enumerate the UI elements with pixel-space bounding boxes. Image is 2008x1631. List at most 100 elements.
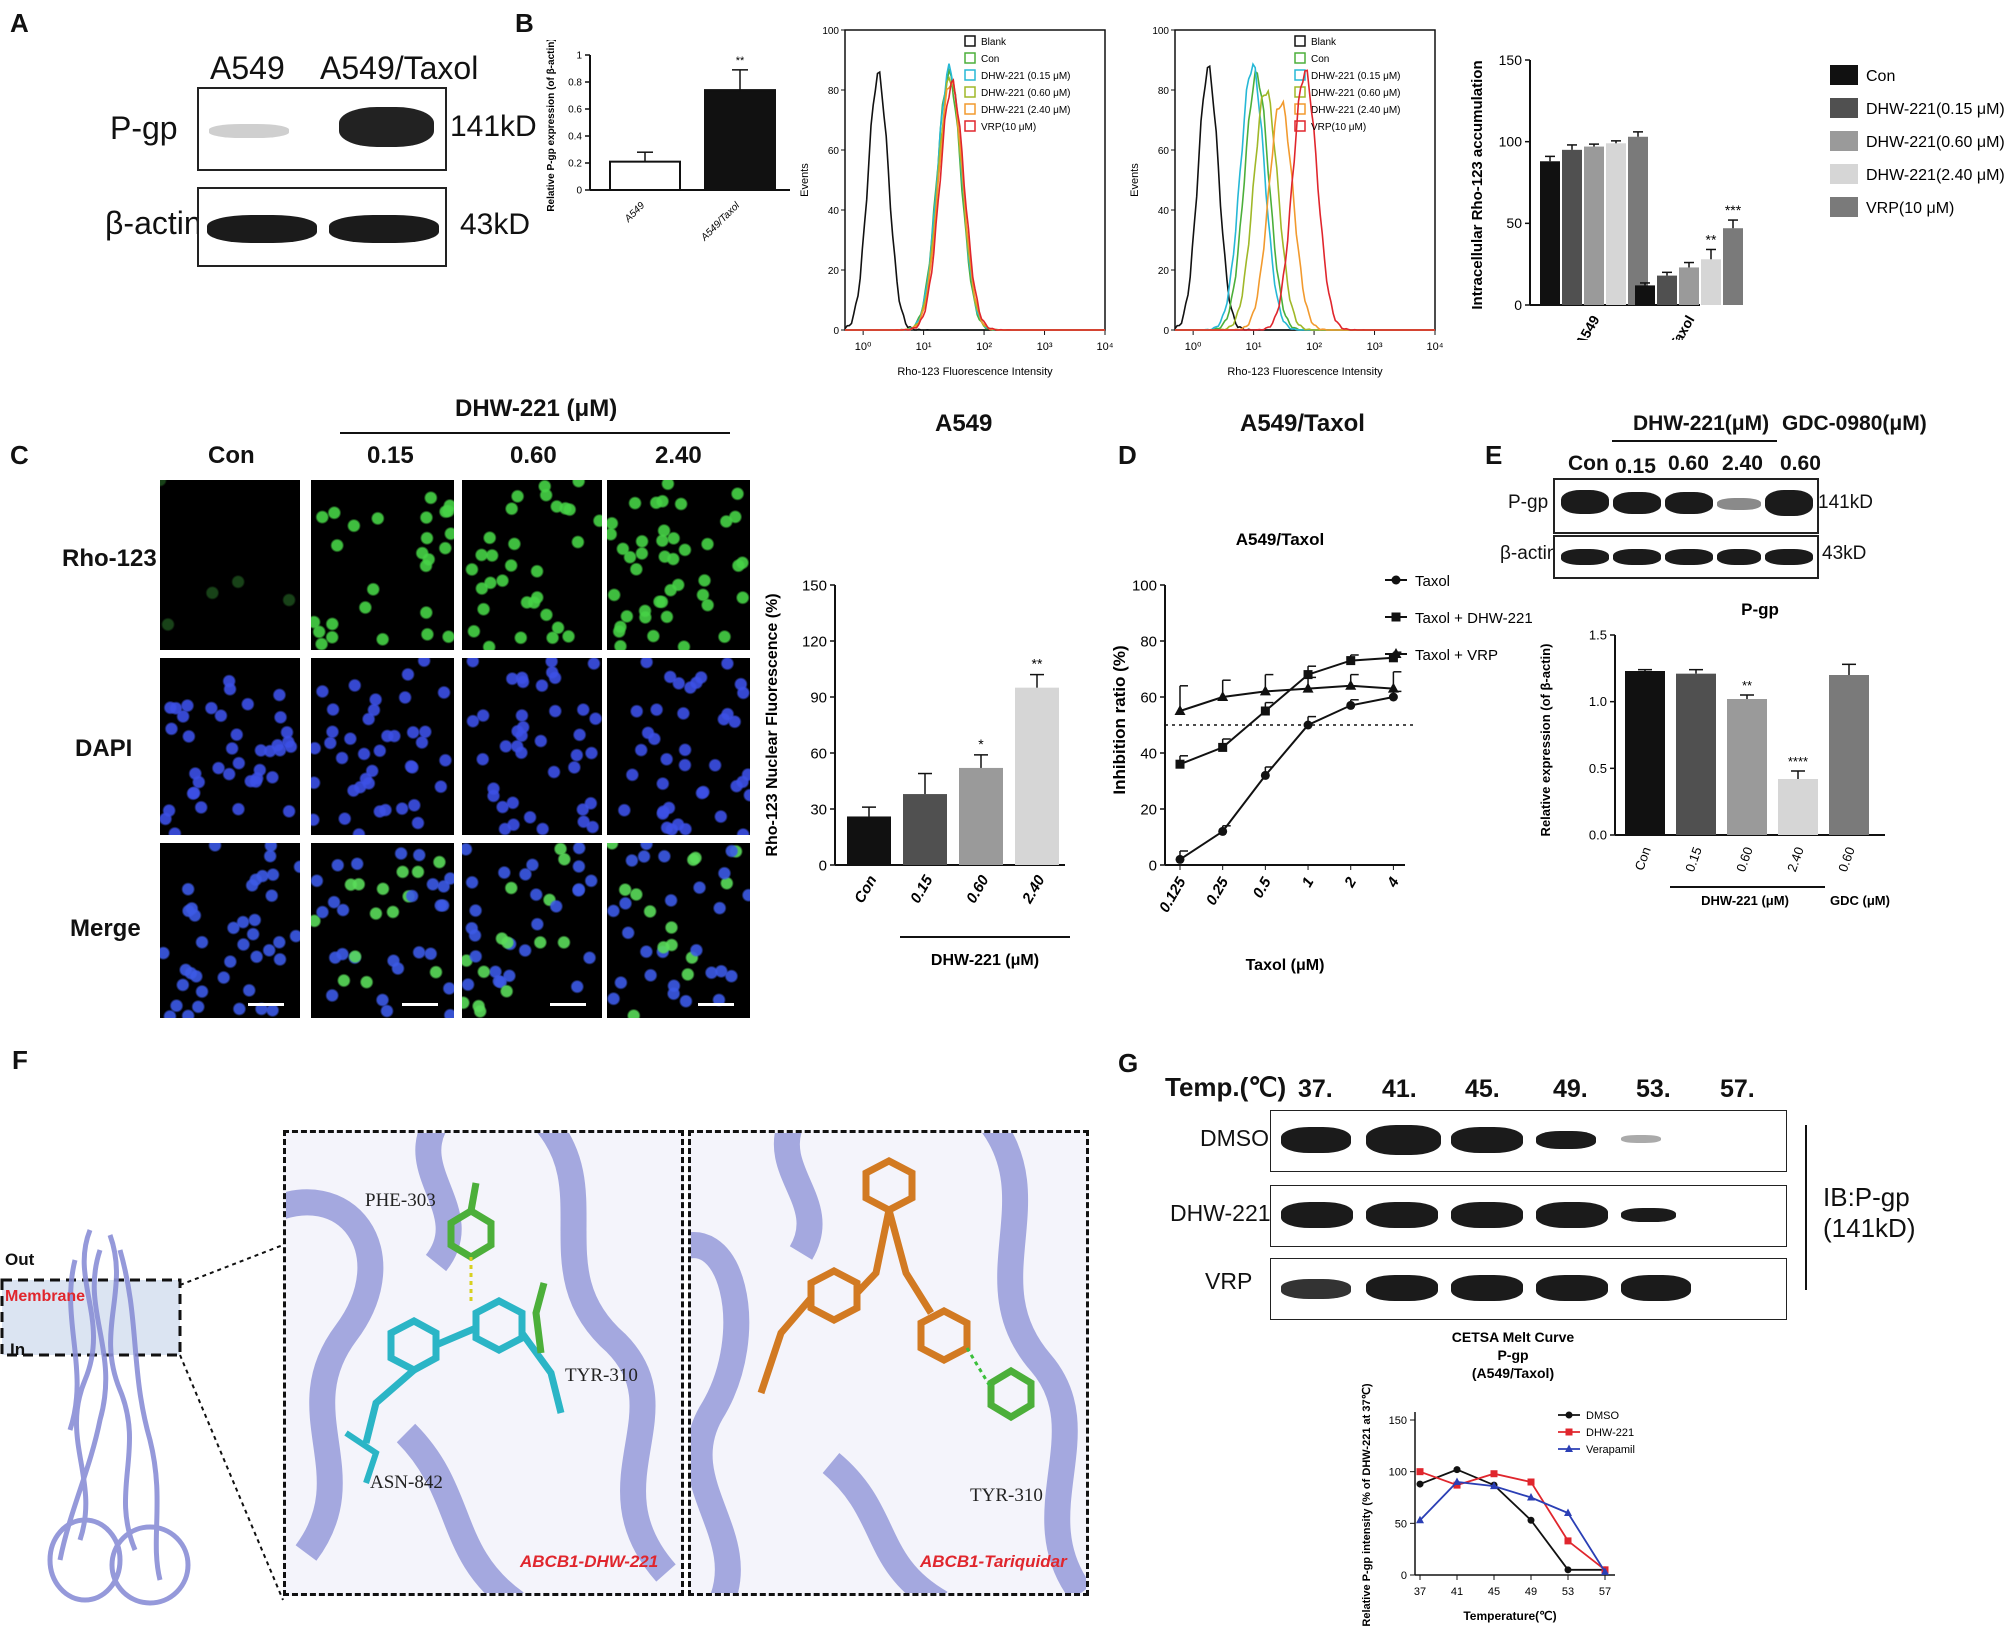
cetsa-blot-dhw221 xyxy=(1270,1185,1787,1247)
legend-label: VRP(10 μM) xyxy=(981,122,1036,133)
group-label: GDC (μM) xyxy=(1830,893,1890,908)
data-point xyxy=(1259,685,1271,696)
band xyxy=(1613,549,1661,565)
micrograph-merge-3 xyxy=(607,843,750,1018)
y-tick-label: 0 xyxy=(819,857,827,874)
y-tick-label: 0.6 xyxy=(568,105,582,116)
ib-bracket xyxy=(1805,1125,1807,1290)
significance-mark: **** xyxy=(1788,754,1808,769)
panel-letter-e: E xyxy=(1485,440,1503,470)
significance-mark: ** xyxy=(736,55,745,67)
bar xyxy=(1625,671,1665,835)
legend-swatch xyxy=(1294,52,1306,64)
chart-c: 0 30 60 90 120 150 Rho-123 Nuclear Fluorescenc… xyxy=(764,577,1070,969)
legend-label: DHW-221 (2.40 μM) xyxy=(981,105,1071,116)
x-tick-label: 0.15 xyxy=(907,872,937,906)
g-row-dmso: DMSO xyxy=(1200,1125,1269,1151)
y-axis-label: Relative P-gp intensity (% of DHW-221 at… xyxy=(1361,1383,1373,1627)
residue-asn842: ASN-842 xyxy=(370,1472,443,1493)
bar xyxy=(1679,267,1699,305)
band xyxy=(1765,490,1813,516)
y-tick-label: 0.5 xyxy=(1589,761,1607,776)
chart-subtitle: P-gp xyxy=(1497,1347,1528,1363)
panel-letter-d: D xyxy=(1118,440,1137,470)
data-point xyxy=(1527,1493,1535,1501)
legend-label: Con xyxy=(1866,68,1895,85)
significance-mark: ** xyxy=(1742,678,1752,693)
bar xyxy=(1727,699,1767,835)
legend-swatch xyxy=(964,86,976,98)
legend-label: Taxol + DHW-221 xyxy=(1415,610,1533,627)
band xyxy=(1717,498,1761,510)
data-point xyxy=(1416,1515,1424,1524)
band xyxy=(1621,1275,1691,1301)
e-lane-con: Con xyxy=(1568,452,1609,475)
bar xyxy=(1584,146,1604,305)
kd-label-141: 141kD xyxy=(450,110,537,143)
x-tick-label: 10⁰ xyxy=(855,341,872,353)
legend-swatch xyxy=(1830,98,1858,118)
legend-swatch xyxy=(1294,86,1306,98)
band xyxy=(1536,1131,1596,1149)
data-point xyxy=(1218,742,1228,752)
y-tick-label: 0 xyxy=(1163,326,1169,337)
data-point xyxy=(1218,826,1228,836)
y-axis-label: Relative expression (of β-actin) xyxy=(1538,644,1553,837)
y-tick-label: 80 xyxy=(1158,86,1170,97)
x-tick-label: 0.15 xyxy=(1682,845,1705,874)
bar xyxy=(1628,136,1648,305)
band xyxy=(1451,1202,1523,1228)
row-label-pgp: P-gp xyxy=(110,110,178,146)
y-axis-label: Events xyxy=(799,163,811,197)
histogram-series xyxy=(845,78,1105,331)
y-tick-label: 40 xyxy=(1140,745,1157,762)
docking-tariquidar-svg xyxy=(691,1133,1086,1593)
kd-label-43: 43kD xyxy=(460,208,531,241)
bar xyxy=(1015,687,1059,865)
panel-letter-a: A xyxy=(10,8,29,38)
temp-41: 41. xyxy=(1382,1075,1417,1103)
docking-panel-tariquidar xyxy=(688,1130,1089,1596)
data-point xyxy=(1346,700,1356,710)
y-tick-label: 0.8 xyxy=(568,78,582,89)
panel-letter-f: F xyxy=(12,1045,28,1075)
x-tick-label: 10¹ xyxy=(1246,341,1262,353)
legend-marker xyxy=(1390,648,1402,658)
group-label: DHW-221 (μM) xyxy=(1701,893,1789,908)
chart-e: P-gp 0.0 0.5 1.0 1.5 Relative expression (of … xyxy=(1538,600,1890,908)
legend-swatch xyxy=(1830,65,1858,85)
y-tick-label: 0 xyxy=(1514,297,1522,313)
y-tick-label: 50 xyxy=(1395,1518,1407,1530)
x-axis-label: Rho-123 Fluorescence Intensity xyxy=(1227,366,1383,378)
data-point xyxy=(1490,1481,1498,1490)
bar xyxy=(903,794,947,865)
blot-pgp-e xyxy=(1553,478,1819,534)
hist-title-a549-taxol: A549/Taxol xyxy=(1240,410,1365,437)
data-point xyxy=(1416,1468,1424,1476)
panel-letter-g: G xyxy=(1118,1048,1139,1078)
band xyxy=(329,215,439,243)
legend-label: DHW-221 (0.15 μM) xyxy=(1311,71,1401,82)
row-label-merge: Merge xyxy=(70,915,141,942)
band xyxy=(1665,492,1713,514)
chart-b4: 0 50 100 150 Intracellular Rho-123 accumulat… xyxy=(1469,52,2005,340)
band xyxy=(1451,1275,1523,1301)
x-tick-label: 2 xyxy=(1341,874,1361,891)
data-point xyxy=(1564,1537,1572,1545)
x-axis-label: Rho-123 Fluorescence Intensity xyxy=(897,366,1053,378)
x-axis-label: Temperature(℃) xyxy=(1463,1609,1556,1623)
e-lane-gdc: 0.60 xyxy=(1780,452,1821,475)
band xyxy=(1536,1202,1608,1228)
y-tick-label: 20 xyxy=(828,266,840,277)
series-line xyxy=(1419,1468,1605,1571)
significance-mark: ** xyxy=(1706,231,1717,247)
temp-label: Temp.(℃) xyxy=(1165,1072,1287,1102)
legend-label: DHW-221 (2.40 μM) xyxy=(1311,105,1401,116)
temp-45: 45. xyxy=(1465,1075,1500,1103)
y-tick-label: 20 xyxy=(1140,801,1157,818)
y-axis-label: Events xyxy=(1129,163,1141,197)
g-row-dhw221: DHW-221 xyxy=(1170,1200,1271,1226)
y-tick-label: 0.4 xyxy=(568,132,582,143)
chart-b3: 0 20 40 60 80 100 10⁰ 10¹ 10² 10³ 10⁴ Rho-123 Fluor… xyxy=(1129,26,1444,378)
y-tick-label: 50 xyxy=(1506,215,1522,231)
